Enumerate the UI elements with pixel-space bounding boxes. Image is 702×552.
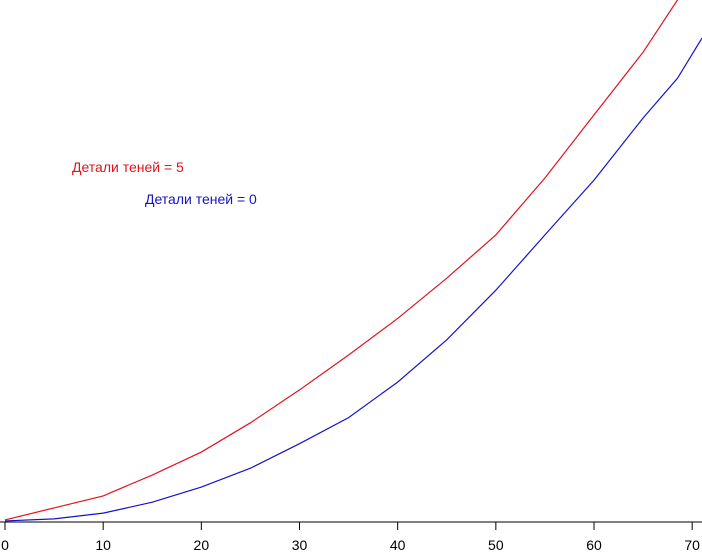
series-label: Детали теней = 0 (145, 191, 257, 207)
series-label: Детали теней = 5 (72, 159, 184, 175)
x-tick-label: 60 (586, 537, 602, 552)
x-tick-label: 70 (684, 537, 700, 552)
series-line (4, 37, 702, 522)
x-tick-label: 0 (1, 537, 9, 552)
x-tick-label: 50 (488, 537, 504, 552)
x-tick-label: 40 (390, 537, 406, 552)
series-line (4, 0, 678, 521)
x-tick-label: 10 (95, 537, 111, 552)
x-tick-label: 20 (194, 537, 210, 552)
x-tick-label: 30 (292, 537, 308, 552)
